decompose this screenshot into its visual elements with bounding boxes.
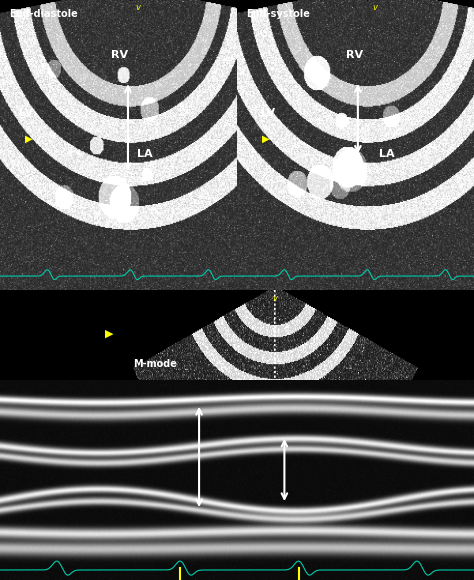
Text: LV: LV — [19, 108, 33, 118]
Text: v: v — [372, 3, 377, 12]
Text: ▶: ▶ — [105, 328, 113, 338]
Text: End-systole: End-systole — [246, 9, 310, 19]
Text: v: v — [273, 295, 277, 303]
Text: M-mode: M-mode — [133, 359, 177, 369]
Text: LV: LV — [261, 108, 275, 118]
Text: ▶: ▶ — [262, 134, 269, 144]
Text: v: v — [135, 3, 140, 12]
Text: RV: RV — [111, 50, 128, 60]
Text: End-diastole: End-diastole — [9, 9, 78, 19]
Text: LA: LA — [137, 148, 153, 158]
Text: ▶: ▶ — [25, 134, 32, 144]
Text: RV: RV — [346, 50, 363, 60]
Text: LA: LA — [379, 148, 395, 158]
